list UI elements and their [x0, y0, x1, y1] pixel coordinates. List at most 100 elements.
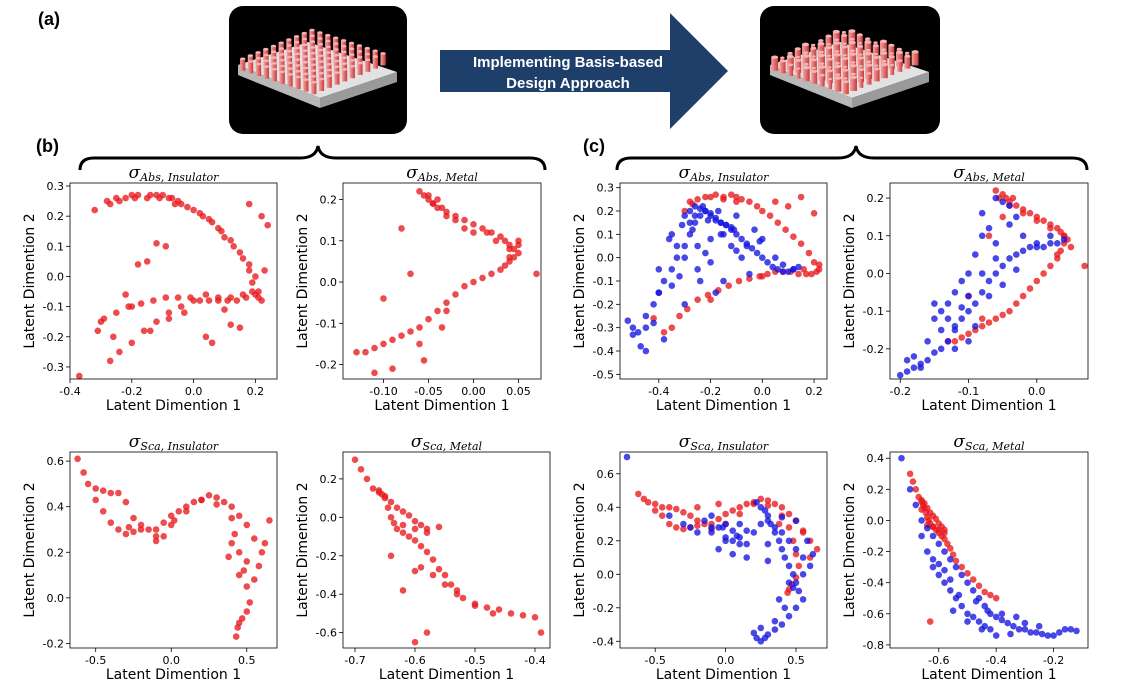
data-point-blue: [992, 255, 1000, 262]
chart-title: σSca, Insulator: [129, 432, 219, 453]
y-tick-label: 0.3: [47, 180, 65, 193]
data-point-blue: [792, 545, 800, 553]
data-point-blue: [1038, 630, 1046, 638]
data-point-red: [152, 537, 160, 545]
data-point-blue: [924, 356, 931, 364]
y-tick-label: -0.1: [316, 317, 337, 330]
y-tick-label: 0.2: [47, 210, 65, 223]
data-point-blue: [722, 221, 730, 229]
data-point-blue: [1006, 255, 1013, 262]
data-point-red: [110, 333, 117, 341]
data-point-blue: [947, 587, 954, 594]
y-axis-label: Latent Dimention 2: [572, 482, 588, 617]
data-point-red: [459, 594, 467, 602]
y-tick-label: 0.6: [47, 455, 65, 468]
data-point-red: [251, 535, 258, 542]
data-point-blue: [686, 207, 694, 215]
data-point-red: [483, 604, 491, 611]
y-axis-label: Latent Dimention 2: [572, 213, 588, 348]
data-point-red: [264, 221, 272, 229]
data-point-blue: [715, 207, 722, 215]
data-point-red: [909, 478, 917, 485]
data-point-red: [116, 197, 123, 205]
data-point-red: [452, 291, 459, 298]
data-point-red: [411, 525, 419, 533]
data-point-red: [736, 504, 743, 511]
data-point-blue: [757, 520, 765, 528]
data-point-red: [243, 558, 251, 565]
data-point-red: [362, 348, 369, 356]
data-point-blue: [790, 266, 797, 273]
data-point-red: [387, 498, 395, 506]
data-point-red: [668, 324, 676, 332]
data-point-red: [74, 455, 81, 463]
data-point-blue: [964, 579, 971, 586]
data-point-red: [808, 270, 815, 278]
data-point-blue: [985, 277, 993, 285]
data-point-blue: [1013, 613, 1020, 621]
data-point-blue: [753, 249, 761, 257]
data-point-red: [965, 330, 972, 338]
data-point-red: [488, 270, 495, 278]
data-point-blue: [660, 336, 668, 343]
data-point-red: [411, 567, 419, 575]
data-point-blue: [944, 315, 952, 323]
data-point-red: [533, 270, 540, 278]
data-point-blue: [795, 587, 803, 595]
y-tick-label: 0.0: [47, 592, 65, 605]
x-tick-label: -0.7: [344, 654, 365, 667]
data-point-red: [489, 610, 497, 617]
data-point-red: [137, 521, 145, 529]
y-tick-label: 0.1: [320, 235, 338, 248]
data-point-red: [234, 624, 241, 631]
data-point-blue: [935, 560, 943, 568]
data-point-blue: [691, 212, 699, 219]
metasurface-uniform-tile: [229, 6, 407, 134]
data-point-red: [935, 526, 943, 534]
data-point-red: [681, 207, 688, 215]
data-point-red: [687, 512, 694, 519]
data-point-blue: [691, 219, 699, 226]
data-point-red: [680, 525, 687, 533]
data-point-blue: [896, 371, 904, 379]
data-point-red: [673, 524, 680, 531]
data-point-blue: [729, 550, 736, 558]
data-point-blue: [785, 537, 793, 545]
data-point-red: [411, 517, 419, 525]
data-point-red: [423, 548, 431, 556]
data-point-red: [443, 212, 450, 220]
data-point-blue: [999, 281, 1006, 289]
data-point-blue: [992, 613, 1000, 621]
data-point-red: [694, 196, 701, 203]
data-point-red: [795, 562, 803, 570]
data-point-red: [492, 237, 500, 245]
data-point-blue: [753, 634, 760, 642]
data-point-red: [715, 515, 722, 523]
x-tick-label: -0.2: [700, 385, 721, 398]
data-point-red: [728, 191, 735, 198]
data-point-red: [152, 533, 160, 540]
data-point-blue: [958, 315, 965, 323]
data-point-blue: [792, 604, 800, 612]
data-point-red: [196, 297, 204, 304]
data-point-red: [407, 328, 414, 335]
y-tick-label: 0.2: [597, 535, 615, 548]
data-point-red: [266, 517, 273, 524]
data-point-red: [764, 270, 771, 278]
data-point-red: [715, 500, 722, 508]
data-point-blue: [681, 242, 688, 250]
data-point-blue: [650, 319, 657, 327]
data-point-red: [156, 194, 163, 202]
data-point-red: [94, 327, 102, 335]
data-point-blue: [673, 254, 681, 261]
y-tick-label: -0.3: [43, 361, 64, 374]
data-point-red: [531, 614, 539, 621]
data-point-red: [707, 193, 714, 201]
data-point-blue: [1040, 243, 1047, 251]
data-point-red: [434, 196, 441, 203]
data-point-blue: [1060, 236, 1068, 243]
data-point-red: [205, 297, 213, 304]
x-tick-label: -0.6: [928, 654, 949, 667]
data-point-red: [249, 279, 256, 286]
data-point-red: [99, 508, 107, 515]
